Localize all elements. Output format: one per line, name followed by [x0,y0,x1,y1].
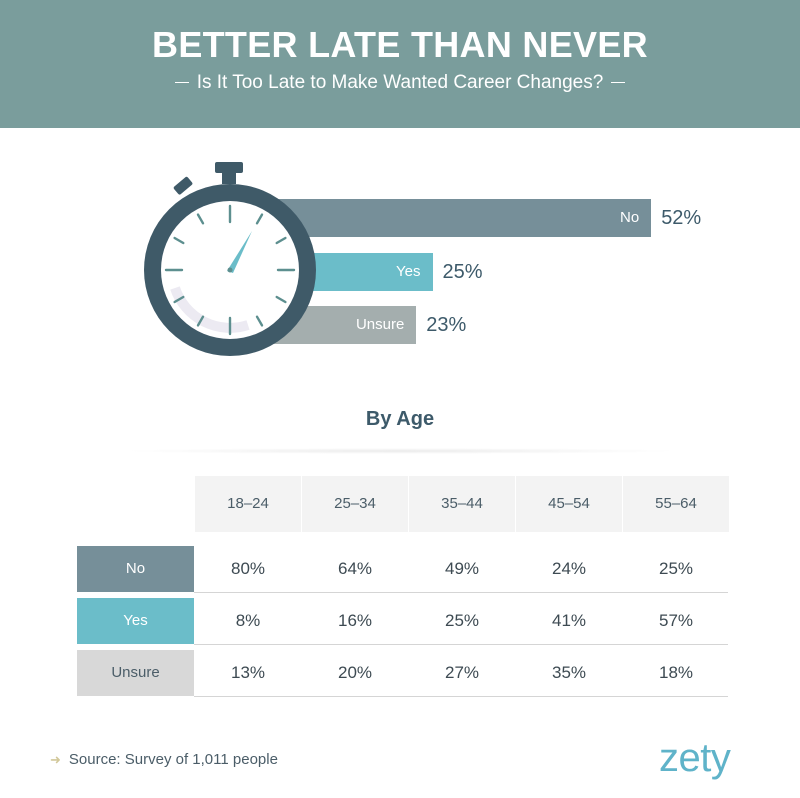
source-text: Source: Survey of 1,011 people [68,751,278,768]
table-cell: 8% [235,611,261,630]
column-header: 25–34 [302,476,408,532]
table-cell: 25% [444,611,480,630]
row-divider [194,592,728,593]
table-cell: 57% [658,611,694,630]
table-title: By Age [365,408,435,430]
page-title: BETTER LATE THAN NEVER [152,24,648,65]
row-label-unsure: Unsure [77,650,194,696]
header-banner: BETTER LATE THAN NEVER Is It Too Late to… [0,0,800,128]
stopwatch-icon [144,162,316,356]
row-label-no: No [77,546,194,592]
table-cell: 49% [444,559,480,578]
title-shadow-divider [120,448,680,454]
subtitle-dash-left [174,82,189,84]
table-cell: 18% [658,663,694,682]
bar-value-no: 52% [661,207,702,229]
table-cell: 35% [551,663,587,682]
bar-value-unsure: 23% [426,314,467,336]
column-header: 35–44 [409,476,515,532]
subtitle-text: Is It Too Late to Make Wanted Career Cha… [196,72,604,93]
table-cell: 13% [230,663,266,682]
page-subtitle: Is It Too Late to Make Wanted Career Cha… [0,72,800,94]
table-cell: 41% [551,611,587,630]
table-cell: 25% [658,559,694,578]
subtitle-dash-right [611,82,626,84]
table-cell: 16% [337,611,373,630]
table-cell: 20% [337,663,373,682]
table-cell: 27% [444,663,480,682]
zety-logo: zety [659,736,731,780]
table-cell: 24% [551,559,587,578]
row-divider [194,696,728,697]
table-cell: 80% [230,559,266,578]
bar-label-unsure: Unsure [355,316,405,333]
column-header: 55–64 [623,476,729,532]
table-cell: 64% [337,559,373,578]
bar-label-yes: Yes [396,263,421,280]
arrow-right-icon: ➜ [50,752,61,767]
row-label-yes: Yes [77,598,194,644]
bar-label-no: No [620,209,640,226]
column-header: 45–54 [516,476,622,532]
column-header: 18–24 [195,476,301,532]
bar-value-yes: 25% [442,261,483,283]
source-note: ➜ Source: Survey of 1,011 people [50,750,278,770]
row-divider [194,644,728,645]
